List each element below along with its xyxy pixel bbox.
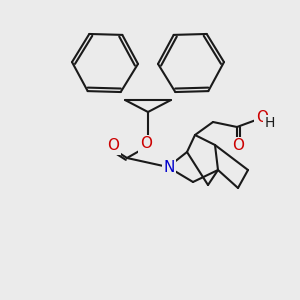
- Text: N: N: [163, 160, 175, 175]
- Text: O: O: [140, 136, 152, 152]
- Text: O: O: [256, 110, 268, 125]
- Text: O: O: [107, 139, 119, 154]
- Text: H: H: [265, 116, 275, 130]
- Text: O: O: [232, 139, 244, 154]
